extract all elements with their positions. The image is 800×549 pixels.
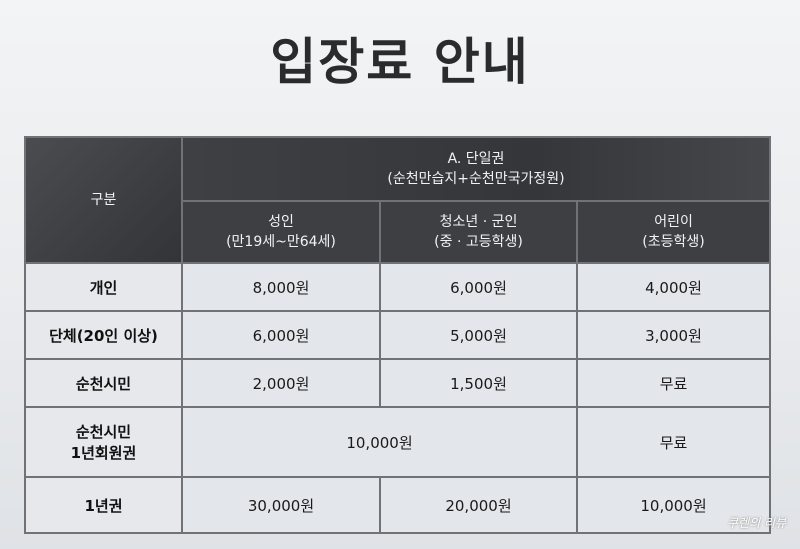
row-label: 순천시민 1년회원권: [24, 406, 183, 478]
header-adult-range: (만19세~만64세): [226, 234, 336, 250]
price-cell: 2,000원: [181, 358, 381, 408]
price-cell: 4,000원: [575, 262, 772, 312]
price-cell: 20,000원: [379, 476, 578, 534]
header-group-subtitle: (순천만습지+순천만국가정원): [387, 171, 565, 187]
header-group-title: A. 단일권: [447, 151, 505, 167]
price-cell: 무료: [575, 406, 772, 478]
header-category-label: 구분: [90, 192, 117, 208]
fee-table: 구분 A. 단일권 (순천만습지+순천만국가정원) 성인 (만19세~만64세)…: [24, 136, 772, 534]
price-cell: 30,000원: [181, 476, 381, 534]
row-label: 1년권: [24, 476, 183, 534]
header-col-youth: 청소년 · 군인 (중 · 고등학생): [379, 200, 578, 264]
table-row: 1년권 30,000원 20,000원 10,000원: [24, 476, 772, 534]
table-row: 순천시민 2,000원 1,500원 무료: [24, 358, 772, 408]
header-youth-range: (중 · 고등학생): [434, 234, 523, 250]
header-col-child: 어린이 (초등학생): [575, 200, 772, 264]
price-cell: 3,000원: [575, 310, 772, 360]
row-label: 개인: [24, 262, 183, 312]
header-col-adult: 성인 (만19세~만64세): [181, 200, 381, 264]
price-cell: 5,000원: [379, 310, 578, 360]
price-cell-merged: 10,000원: [181, 406, 578, 478]
row-label-line1: 순천시민: [75, 423, 132, 441]
table-row: 개인 8,000원 6,000원 4,000원: [24, 262, 772, 312]
price-cell: 1,500원: [379, 358, 578, 408]
header-ticket-group: A. 단일권 (순천만습지+순천만국가정원): [180, 136, 772, 202]
table-row: 단체(20인 이상) 6,000원 5,000원 3,000원: [24, 310, 772, 360]
header-child-range: (초등학생): [642, 234, 705, 250]
watermark-logo: 쿠렌의 리뷰: [726, 516, 786, 530]
header-youth-label: 청소년 · 군인: [439, 214, 518, 230]
header-category: 구분: [24, 136, 183, 264]
page-title: 입장료 안내: [270, 33, 530, 91]
row-label-line2: 1년회원권: [70, 444, 137, 462]
price-cell: 8,000원: [181, 262, 381, 312]
table-row: 순천시민 1년회원권 10,000원 무료: [24, 406, 772, 478]
row-label: 단체(20인 이상): [24, 310, 183, 360]
price-cell: 10,000원: [575, 476, 772, 534]
price-cell: 6,000원: [379, 262, 578, 312]
header-child-label: 어린이: [654, 214, 693, 230]
price-cell: 무료: [575, 358, 772, 408]
header-adult-label: 성인: [268, 214, 294, 230]
row-label: 순천시민: [24, 358, 183, 408]
price-cell: 6,000원: [181, 310, 381, 360]
